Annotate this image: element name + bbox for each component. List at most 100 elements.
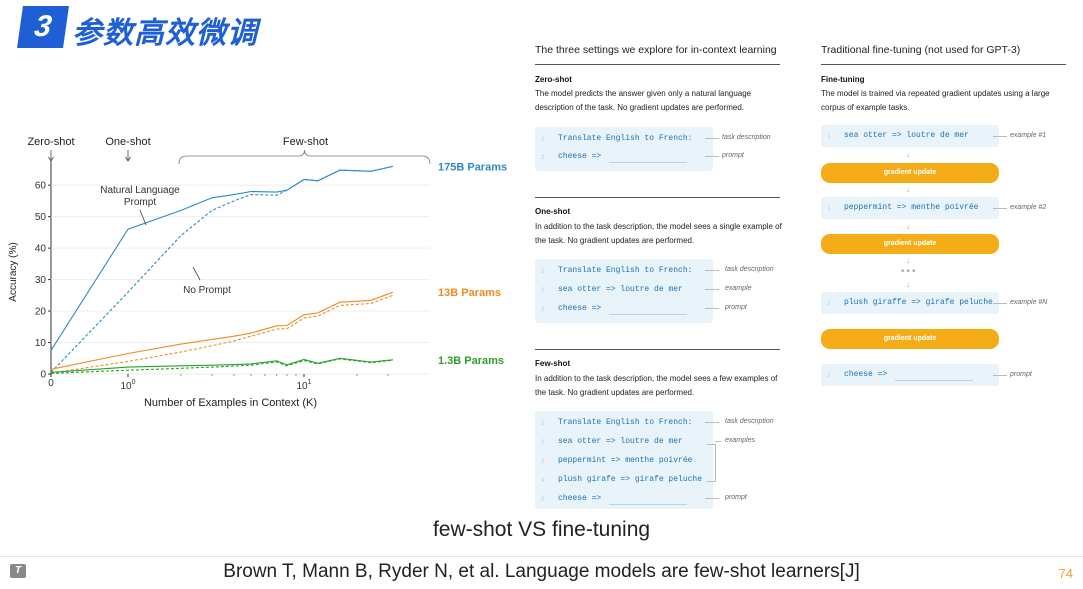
- finetune-prompt: 1 cheese =>: [821, 364, 999, 386]
- one-shot-desc: In addition to the task description, the…: [535, 222, 782, 245]
- one-shot-title: One-shot: [535, 207, 571, 216]
- figure-caption: few-shot VS fine-tuning: [432, 518, 651, 541]
- annotation-line: [993, 136, 1007, 137]
- down-arrow-icon: ↓: [906, 222, 910, 231]
- annotation-line: [993, 375, 1007, 376]
- code-line: Translate English to French:: [558, 418, 693, 427]
- line-number: 5: [541, 496, 545, 503]
- annotation: prompt: [722, 152, 744, 159]
- x-tick-label: 0: [48, 378, 54, 389]
- ellipsis-icon: •••: [901, 266, 918, 277]
- gradient-update-pill: gradient update: [821, 163, 999, 183]
- down-arrow-icon: ↓: [906, 150, 910, 159]
- gradient-update-pill: gradient update: [821, 329, 999, 349]
- prompt-underline: [895, 380, 973, 381]
- fine-tuning-desc: The model is trained via repeated gradie…: [821, 89, 1050, 112]
- series-line: [50, 294, 394, 374]
- line-number: 1: [827, 133, 831, 140]
- slide-title: 参数高效微调: [72, 17, 258, 50]
- code-line: plush girafe => girafe peluche: [558, 475, 703, 484]
- annotation-line: [705, 156, 719, 157]
- section-divider: [535, 197, 780, 198]
- region-label: Few-shot: [283, 136, 328, 148]
- annotation-line: [705, 308, 719, 309]
- series-line: [50, 165, 394, 373]
- few-shot-code-block: 1 Translate English to French: 2 sea ott…: [535, 411, 713, 509]
- annotation: example #N: [1010, 299, 1048, 306]
- line-number: 1: [827, 300, 831, 307]
- zero-shot-desc: The model predicts the answer given only…: [535, 89, 752, 112]
- code-line: plush giraffe => girafe peluche: [844, 298, 993, 307]
- code-line: cheese =>: [558, 494, 602, 503]
- finetune-example-1: 1 sea otter => loutre de mer: [821, 125, 999, 147]
- region-arrow-head: [125, 156, 131, 162]
- code-line: Translate English to French:: [558, 134, 693, 143]
- line-number: 2: [541, 439, 545, 446]
- annotation: task description: [722, 134, 771, 141]
- annotation: prompt: [1010, 371, 1032, 378]
- prompt-underline: [609, 314, 687, 315]
- section-number: 3: [32, 10, 54, 43]
- code-line: cheese =>: [558, 152, 602, 161]
- annotation-line: [705, 138, 719, 139]
- annotation: example #1: [1010, 132, 1047, 139]
- citation: Brown T, Mann B, Ryder N, et al. Languag…: [223, 561, 860, 582]
- code-line: peppermint => menthe poivrée: [844, 203, 979, 212]
- few-shot-desc: In addition to the task description, the…: [535, 374, 778, 397]
- series-label: 13B Params: [438, 287, 501, 299]
- annotation-pointer: [192, 266, 201, 281]
- gradient-update-pill: gradient update: [821, 234, 999, 254]
- code-line: cheese =>: [558, 304, 602, 313]
- line-number: 1: [541, 136, 545, 143]
- finetuning-divider: [821, 64, 1066, 65]
- code-line: cheese =>: [844, 370, 888, 379]
- annotation-line: [715, 441, 721, 442]
- finetune-example-n: 1 plush giraffe => girafe peluche: [821, 292, 999, 314]
- series-label: 175B Params: [438, 161, 507, 173]
- annotation-line: [993, 208, 1007, 209]
- line-number: 2: [541, 287, 545, 294]
- zero-shot-code-block: 1 Translate English to French: 2 cheese …: [535, 127, 713, 171]
- annotation: task description: [725, 266, 774, 273]
- annotation: example: [725, 285, 752, 292]
- finetuning-heading: Traditional fine-tuning (not used for GP…: [821, 44, 1021, 56]
- logo-icon: T: [10, 564, 26, 578]
- line-number: 4: [541, 477, 545, 484]
- annotation-line: [705, 422, 719, 423]
- zero-shot-title: Zero-shot: [535, 75, 572, 84]
- annotation-line: [705, 498, 719, 499]
- y-tick-label: 50: [35, 212, 47, 223]
- region-label: Zero-shot: [27, 136, 74, 148]
- code-line: sea otter => loutre de mer: [558, 437, 683, 446]
- annotation-line: [705, 270, 719, 271]
- down-arrow-icon: ↓: [906, 280, 910, 289]
- y-tick-label: 30: [35, 275, 47, 286]
- y-tick-label: 40: [35, 244, 47, 255]
- annotation: examples: [725, 437, 755, 444]
- line-number: 1: [541, 268, 545, 275]
- y-axis-label: Accuracy (%): [8, 242, 19, 301]
- code-line: peppermint => menthe poivrée: [558, 456, 693, 465]
- code-line: Translate English to French:: [558, 266, 693, 275]
- region-arrow-head: [48, 156, 54, 162]
- down-arrow-icon: ↓: [906, 256, 910, 265]
- examples-bracket: [707, 444, 716, 482]
- one-shot-code-block: 1 Translate English to French: 2 sea ott…: [535, 259, 713, 323]
- annotation: prompt: [725, 494, 747, 501]
- annotation: prompt: [725, 304, 747, 311]
- line-number: 1: [541, 420, 545, 427]
- fine-tuning-title: Fine-tuning: [821, 75, 865, 84]
- section-divider: [535, 349, 780, 350]
- x-axis-label: Number of Examples in Context (K): [144, 397, 317, 409]
- series-label: 1.3B Params: [438, 355, 504, 367]
- series-line: [50, 291, 394, 370]
- few-shot-title: Few-shot: [535, 359, 571, 368]
- line-number: 2: [541, 154, 545, 161]
- prompt-underline: [609, 504, 687, 505]
- y-tick-label: 60: [35, 181, 47, 192]
- annotation-natural-language: Natural Language: [100, 185, 180, 196]
- incontext-heading: The three settings we explore for in-con…: [535, 44, 777, 56]
- down-arrow-icon: ↓: [906, 185, 910, 194]
- annotation: example #2: [1010, 204, 1047, 211]
- line-number: 3: [541, 306, 545, 313]
